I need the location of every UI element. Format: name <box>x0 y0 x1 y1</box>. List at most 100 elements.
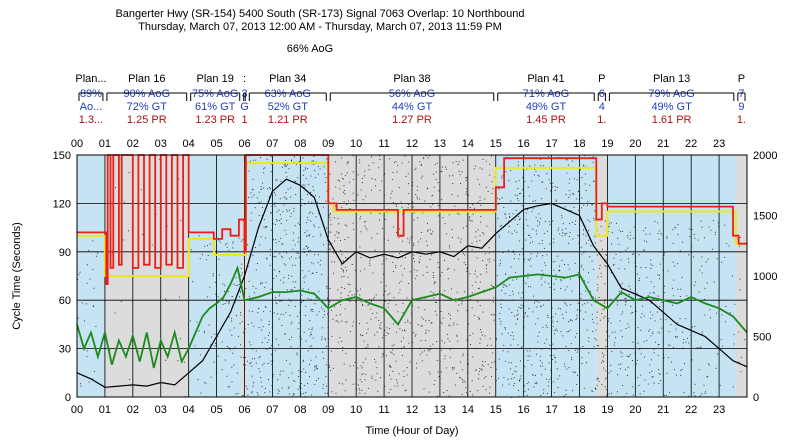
arrival-point <box>395 304 397 306</box>
arrival-point <box>552 316 554 318</box>
arrival-point <box>580 293 582 295</box>
arrival-point <box>674 226 676 228</box>
arrival-point <box>374 179 376 181</box>
arrival-point <box>273 191 275 193</box>
arrival-point <box>558 269 560 271</box>
arrival-point <box>226 246 228 248</box>
arrival-point <box>485 376 487 378</box>
arrival-point <box>417 324 419 326</box>
arrival-point <box>495 368 497 370</box>
arrival-point <box>211 336 213 338</box>
arrival-point <box>608 318 610 320</box>
arrival-point <box>375 294 377 296</box>
arrival-point <box>357 174 359 176</box>
arrival-point <box>404 257 406 259</box>
arrival-point <box>328 214 330 216</box>
arrival-point <box>346 225 348 227</box>
arrival-point <box>266 257 268 259</box>
arrival-point <box>694 395 696 397</box>
arrival-point <box>315 216 317 218</box>
arrival-point <box>226 242 228 244</box>
arrival-point <box>270 212 272 214</box>
arrival-point <box>279 293 281 295</box>
arrival-point <box>311 345 313 347</box>
arrival-point <box>93 306 95 308</box>
arrival-point <box>575 220 577 222</box>
arrival-point <box>639 393 641 395</box>
arrival-point <box>263 226 265 228</box>
arrival-point <box>264 306 266 308</box>
plan-pr: 1 <box>241 114 247 126</box>
arrival-point <box>608 226 610 228</box>
arrival-point <box>395 205 397 207</box>
arrival-point <box>434 379 436 381</box>
arrival-point <box>308 183 310 185</box>
x-tick-label: 08 <box>294 404 306 416</box>
arrival-point <box>415 333 417 335</box>
arrival-point <box>538 213 540 215</box>
arrival-point <box>261 386 263 388</box>
arrival-point <box>549 287 551 289</box>
arrival-point <box>510 170 512 172</box>
arrival-point <box>446 333 448 335</box>
arrival-point <box>628 355 630 357</box>
arrival-point <box>454 384 456 386</box>
arrival-point <box>576 332 578 334</box>
arrival-point <box>340 292 342 294</box>
arrival-point <box>206 296 208 298</box>
arrival-point <box>504 360 506 362</box>
arrival-point <box>292 248 294 250</box>
arrival-point <box>517 161 519 163</box>
arrival-point <box>272 223 274 225</box>
arrival-point <box>235 314 237 316</box>
y2-tick-label: 1500 <box>753 211 777 223</box>
arrival-point <box>198 235 200 237</box>
arrival-point <box>527 186 529 188</box>
arrival-point <box>301 199 303 201</box>
arrival-point <box>486 271 488 273</box>
arrival-point <box>314 366 316 368</box>
arrival-point <box>460 241 462 243</box>
arrival-point <box>345 257 347 259</box>
arrival-point <box>456 334 458 336</box>
arrival-point <box>528 259 530 261</box>
arrival-point <box>708 226 710 228</box>
arrival-point <box>498 234 500 236</box>
arrival-point <box>716 312 718 314</box>
arrival-point <box>379 327 381 329</box>
arrival-point <box>378 346 380 348</box>
arrival-point <box>485 389 487 391</box>
arrival-point <box>508 225 510 227</box>
arrival-point <box>553 269 555 271</box>
arrival-point <box>398 373 400 375</box>
arrival-point <box>240 311 242 313</box>
arrival-point <box>266 226 268 228</box>
arrival-point <box>503 344 505 346</box>
arrival-point <box>316 365 318 367</box>
arrival-point <box>571 221 573 223</box>
arrival-point <box>501 175 503 177</box>
arrival-point <box>526 350 528 352</box>
arrival-point <box>273 312 275 314</box>
arrival-point <box>324 181 326 183</box>
arrival-point <box>299 335 301 337</box>
arrival-point <box>365 227 367 229</box>
arrival-point <box>291 321 293 323</box>
arrival-point <box>310 211 312 213</box>
arrival-point <box>565 311 567 313</box>
arrival-point <box>293 180 295 182</box>
arrival-point <box>431 254 433 256</box>
arrival-point <box>278 209 280 211</box>
arrival-point <box>479 371 481 373</box>
arrival-point <box>267 363 269 365</box>
arrival-point <box>663 357 665 359</box>
arrival-point <box>323 314 325 316</box>
arrival-point <box>704 314 706 316</box>
arrival-point <box>274 269 276 271</box>
arrival-point <box>549 182 551 184</box>
arrival-point <box>560 215 562 217</box>
arrival-point <box>592 156 594 158</box>
arrival-point <box>471 380 473 382</box>
arrival-point <box>541 348 543 350</box>
arrival-point <box>228 303 230 305</box>
